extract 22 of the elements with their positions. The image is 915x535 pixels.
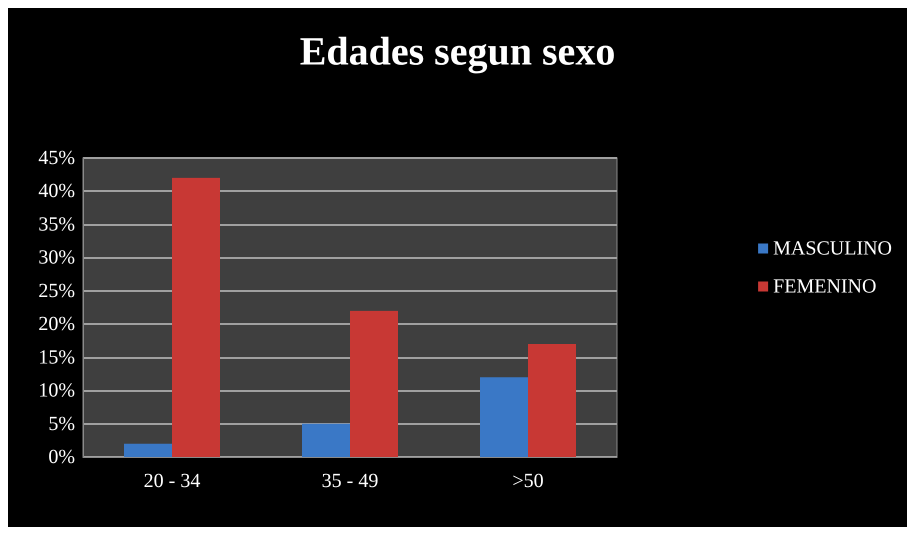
y-tick-label: 30% (38, 246, 75, 269)
legend-label: FEMENINO (773, 276, 876, 298)
y-tick-label: 45% (38, 147, 75, 169)
y-tick-label: 10% (38, 380, 75, 402)
bar (124, 444, 172, 457)
y-tick-label: 40% (38, 180, 75, 202)
bar (528, 344, 576, 457)
y-tick-label: 20% (38, 313, 75, 336)
bar (350, 310, 398, 457)
y-tick-label: 5% (48, 412, 75, 435)
y-tick-label: 0% (48, 446, 75, 468)
x-tick-label: 35 - 49 (322, 470, 378, 492)
y-tick-label: 25% (38, 280, 75, 302)
chart-title: Edades segun sexo (300, 28, 616, 74)
x-tick-label: 20 - 34 (144, 470, 200, 492)
y-tick-label: 35% (38, 213, 75, 236)
x-tick-label: >50 (512, 470, 544, 492)
bar (480, 377, 528, 457)
bar (172, 178, 220, 457)
legend-label: MASCULINO (773, 238, 892, 260)
bar (302, 424, 350, 457)
y-tick-label: 15% (38, 346, 75, 368)
